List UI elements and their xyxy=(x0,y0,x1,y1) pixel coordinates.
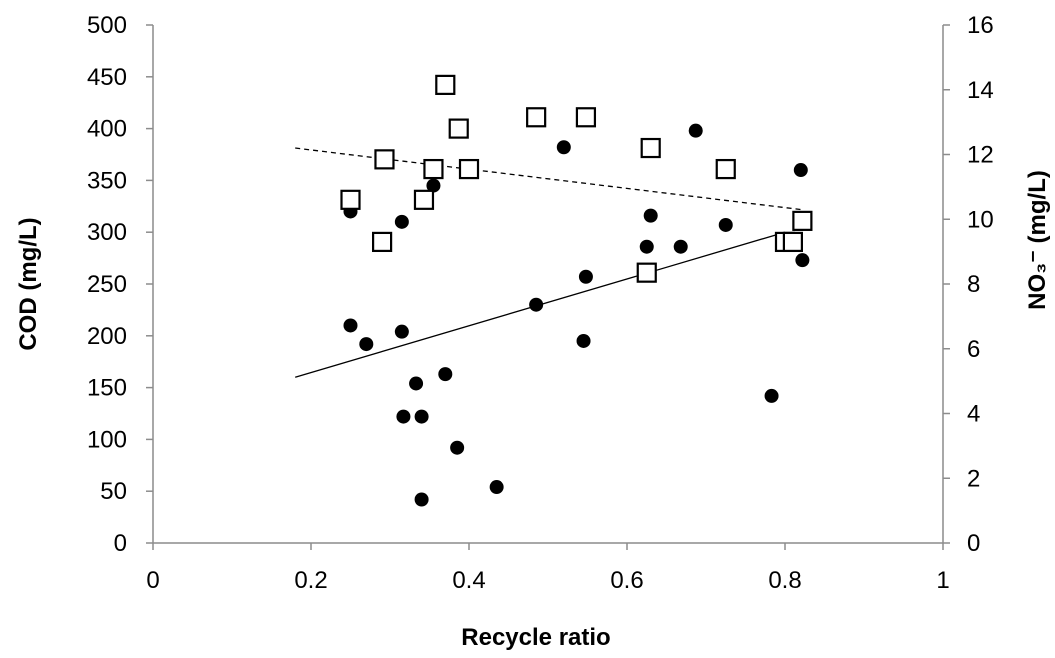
y-left-axis-title: COD (mg/L) xyxy=(15,217,42,350)
x-tick-label: 0.8 xyxy=(768,567,801,594)
no3-point xyxy=(526,107,547,128)
cod-point xyxy=(426,178,441,193)
y-left-tick-label: 450 xyxy=(87,64,127,91)
cod-point xyxy=(489,480,504,495)
cod-point xyxy=(578,269,593,284)
y-left-tick-label: 200 xyxy=(87,323,127,350)
y-left-tick-label: 350 xyxy=(87,167,127,194)
cod-point xyxy=(639,239,654,254)
y-right-tick-label: 10 xyxy=(967,206,994,233)
y-right-tick-label: 6 xyxy=(967,336,980,363)
y-left-tick-label: 250 xyxy=(87,271,127,298)
cod-point xyxy=(414,409,429,424)
cod-point xyxy=(414,492,429,507)
no3-point xyxy=(636,262,657,283)
x-tick-label: 0.4 xyxy=(452,567,485,594)
y-right-tick-label: 12 xyxy=(967,142,994,169)
y-left-tick-label: 300 xyxy=(87,219,127,246)
x-tick-label: 0 xyxy=(146,567,159,594)
no3-point xyxy=(448,118,469,139)
x-ticks: 0 0.2 0.4 0.6 0.8 1 xyxy=(146,543,950,594)
no3-point xyxy=(575,107,597,128)
cod-point xyxy=(409,376,424,391)
cod-point xyxy=(688,123,703,138)
cod-point xyxy=(396,409,411,424)
axes xyxy=(152,25,944,544)
cod-point xyxy=(795,253,810,268)
no3-point xyxy=(458,158,480,180)
y-right-tick-label: 4 xyxy=(967,401,980,428)
y-left-tick-label: 0 xyxy=(114,530,127,557)
y-right-ticks: 0 2 4 6 8 10 12 14 16 xyxy=(943,12,994,557)
cod-point xyxy=(343,318,358,333)
cod-point xyxy=(718,217,733,232)
y-right-tick-label: 16 xyxy=(967,12,994,39)
no3-point xyxy=(413,189,435,210)
x-axis-title: Recycle ratio xyxy=(461,624,610,651)
no3-point xyxy=(640,137,661,159)
cod-point xyxy=(438,367,453,382)
cod-point xyxy=(450,440,465,455)
no3-point xyxy=(792,210,813,231)
cod-point xyxy=(643,208,658,223)
x-tick-label: 0.2 xyxy=(294,567,327,594)
cod-point xyxy=(673,239,688,254)
y-right-tick-label: 14 xyxy=(967,77,994,104)
y-left-tick-label: 100 xyxy=(87,426,127,453)
no3-point xyxy=(715,158,736,180)
cod-point xyxy=(394,214,409,229)
no3-point xyxy=(374,149,395,170)
y-right-axis-title: NO₃⁻ (mg/L) xyxy=(1024,170,1051,310)
no3-point xyxy=(423,158,444,180)
points xyxy=(340,74,813,507)
x-tick-label: 1 xyxy=(936,567,949,594)
cod-point xyxy=(556,140,571,155)
no3-point xyxy=(340,189,361,210)
cod-point xyxy=(764,388,779,403)
y-right-tick-label: 0 xyxy=(967,530,980,557)
y-right-tick-label: 2 xyxy=(967,465,980,492)
y-left-tick-label: 500 xyxy=(87,12,127,39)
no3-point xyxy=(372,231,393,253)
y-left-ticks: 0 50 100 150 200 250 300 350 400 450 500 xyxy=(87,12,153,557)
no3-point xyxy=(435,74,456,95)
cod-point xyxy=(529,297,544,312)
cod-point xyxy=(359,337,374,352)
y-left-tick-label: 50 xyxy=(100,478,127,505)
cod-point xyxy=(394,324,409,339)
cod-point xyxy=(793,163,808,178)
y-left-tick-label: 150 xyxy=(87,375,127,402)
no3-point xyxy=(782,231,804,253)
y-right-tick-label: 8 xyxy=(967,271,980,298)
cod-point xyxy=(576,333,591,348)
x-tick-label: 0.6 xyxy=(610,567,643,594)
y-left-tick-label: 400 xyxy=(87,116,127,143)
